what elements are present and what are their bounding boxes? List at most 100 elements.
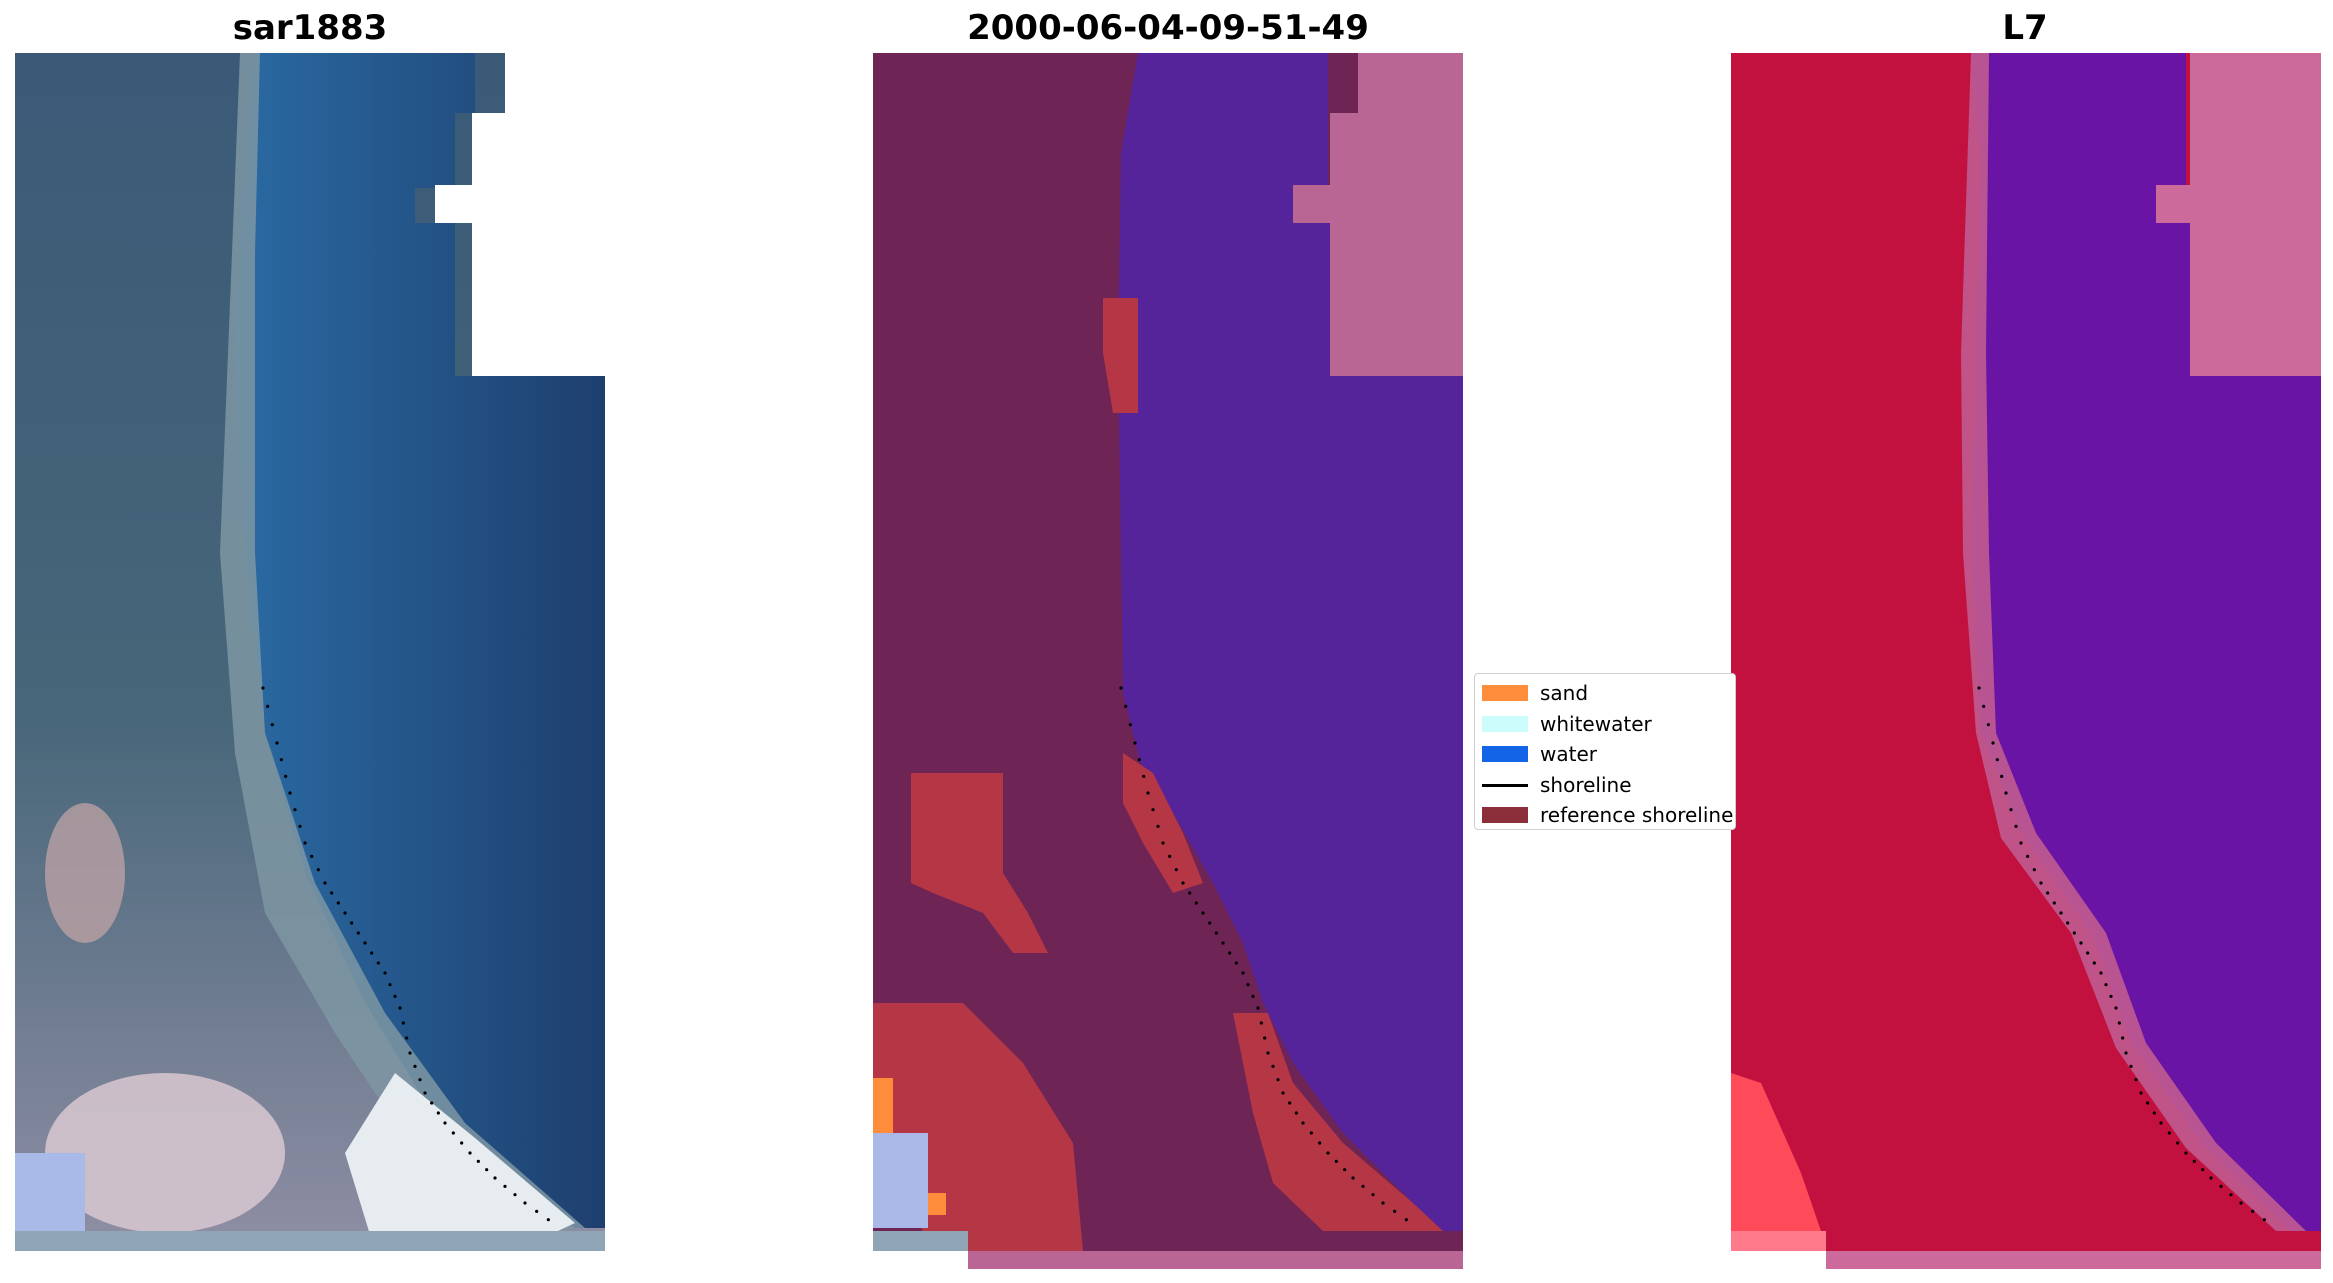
panel-title-rgb: sar1883 <box>232 8 388 48</box>
shoreline-point <box>1326 1151 1330 1155</box>
classified-image <box>873 53 1463 1269</box>
shoreline-point <box>2072 931 2076 935</box>
shoreline-point <box>284 774 288 778</box>
shoreline-point <box>1318 1141 1322 1145</box>
legend-item: sand <box>1475 678 1735 708</box>
legend-label: whitewater <box>1540 711 1652 736</box>
shoreline-point <box>1124 704 1128 708</box>
legend-line-marker <box>1482 783 1528 787</box>
shoreline-point <box>2114 1006 2118 1010</box>
shoreline-point <box>1259 1021 1263 1025</box>
legend: sand whitewater water shoreline reference sh… <box>1474 673 1736 830</box>
shoreline-point <box>1146 791 1150 795</box>
shoreline-point <box>383 971 387 975</box>
shoreline-point <box>430 1101 434 1105</box>
shoreline-point <box>546 1218 550 1222</box>
shoreline-point <box>393 994 397 998</box>
shoreline-point <box>363 941 367 945</box>
shoreline-point <box>1181 881 1185 885</box>
shoreline-point <box>1977 686 1981 690</box>
shoreline-point <box>1214 931 1218 935</box>
shoreline-point <box>2134 1078 2138 1082</box>
shoreline-point <box>2032 868 2036 872</box>
shoreline-point <box>270 723 274 727</box>
shoreline-point <box>316 868 320 872</box>
panel-title-index: L7 <box>2002 8 2048 48</box>
shoreline-point <box>2052 901 2056 905</box>
shoreline-point <box>1995 758 1999 762</box>
shoreline-point <box>1294 1111 1298 1115</box>
shoreline-point <box>1156 824 1160 828</box>
shoreline-point <box>2251 1209 2255 1213</box>
shoreline-point <box>279 758 283 762</box>
shoreline-point <box>323 881 327 885</box>
shoreline-point <box>485 1168 489 1172</box>
legend-label: reference shoreline <box>1540 803 1734 827</box>
shoreline-point <box>1986 723 1990 727</box>
legend-label: water <box>1540 742 1597 766</box>
shoreline-point <box>2104 983 2108 987</box>
shoreline-point <box>2019 841 2023 845</box>
legend-swatch <box>1482 715 1528 732</box>
shoreline-point <box>443 1121 447 1125</box>
shoreline-point <box>2092 961 2096 965</box>
shoreline-point <box>1281 1091 1285 1095</box>
shoreline-point <box>1381 1201 1385 1205</box>
shoreline-point <box>1266 1051 1270 1055</box>
shoreline-point <box>1201 911 1205 915</box>
shoreline-point <box>1234 961 1238 965</box>
index-image <box>1731 53 2321 1269</box>
legend-swatch <box>1482 685 1528 701</box>
shoreline-point <box>2000 774 2004 778</box>
shoreline-point <box>2167 1131 2171 1135</box>
shoreline-point <box>1168 854 1172 858</box>
shoreline-point <box>2059 911 2063 915</box>
shoreline-point <box>1128 723 1132 727</box>
shoreline-point <box>350 921 354 925</box>
shoreline-point <box>1133 741 1137 745</box>
shoreline-point <box>413 1064 417 1068</box>
legend-item: shoreline <box>1475 770 1735 800</box>
shoreline-point <box>1276 1078 1280 1082</box>
shoreline-point <box>2129 1064 2133 1068</box>
shoreline-point <box>1393 1209 1397 1213</box>
shoreline-point <box>370 951 374 955</box>
shoreline-point <box>1301 1121 1305 1125</box>
shoreline-point <box>343 911 347 915</box>
shoreline-point <box>1142 774 1146 778</box>
shoreline-point <box>1251 994 1255 998</box>
shoreline-point <box>1151 808 1155 812</box>
shoreline-point <box>1343 1168 1347 1172</box>
shoreline-point <box>288 791 292 795</box>
legend-swatch <box>1482 746 1528 762</box>
shoreline-point <box>2159 1121 2163 1125</box>
shoreline-point <box>408 1051 412 1055</box>
shoreline-point <box>2176 1141 2180 1145</box>
shoreline-point <box>436 1111 440 1115</box>
shoreline-point <box>2086 951 2090 955</box>
shoreline-point <box>2039 881 2043 885</box>
shoreline-point <box>2146 1101 2150 1105</box>
shoreline-point <box>1271 1064 1275 1068</box>
legend-item: water <box>1475 739 1735 769</box>
shoreline-point <box>303 841 307 845</box>
shoreline-dots <box>261 686 550 1222</box>
shoreline-point <box>513 1193 517 1197</box>
shoreline-point <box>2192 1159 2196 1163</box>
shoreline-point <box>1194 901 1198 905</box>
shoreline-point <box>330 891 334 895</box>
shoreline-point <box>388 983 392 987</box>
shoreline-point <box>2201 1168 2205 1172</box>
shoreline-point <box>2219 1184 2223 1188</box>
shoreline-point <box>1263 1036 1267 1040</box>
shoreline-point <box>1174 868 1178 872</box>
shoreline-point <box>298 824 302 828</box>
shoreline-point <box>2262 1218 2266 1222</box>
rgb-image <box>15 53 605 1251</box>
shoreline-dots <box>1977 686 2266 1222</box>
shoreline-point <box>261 686 265 690</box>
legend-label: sand <box>1540 681 1589 705</box>
shoreline-point <box>493 1176 497 1180</box>
shoreline-point <box>1371 1193 1375 1197</box>
shoreline-point <box>2066 921 2070 925</box>
